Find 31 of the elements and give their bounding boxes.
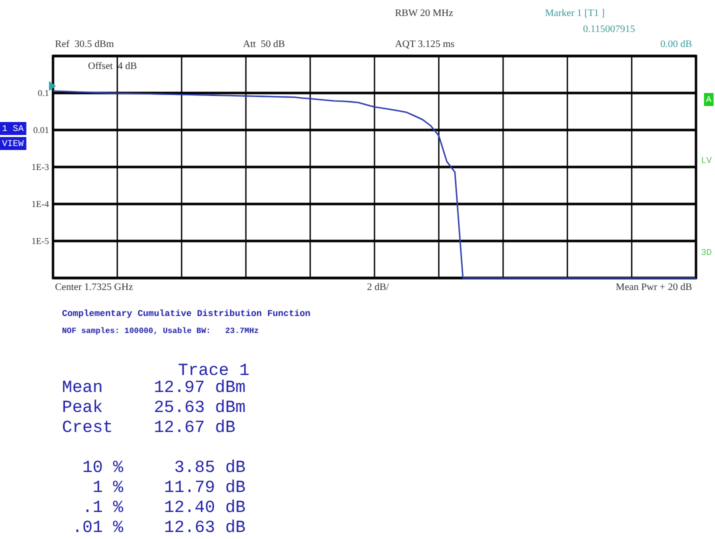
text: Peak 25.63 dBm (62, 399, 246, 418)
text: A (706, 95, 712, 105)
text: 0.00 dB (660, 39, 692, 50)
text: 1 SA (2, 124, 24, 134)
text: Ref 30.5 dBm (55, 39, 114, 50)
text: 2 dB/ (367, 282, 390, 293)
text: Complementary Cumulative Distribution Function (62, 309, 310, 319)
text: .01 % 12.63 dB (62, 519, 246, 538)
text: Marker 1 [T1 ] (545, 8, 605, 19)
y-tick-label: 1E-4 (32, 199, 50, 209)
text: 1 % 11.79 dB (62, 479, 246, 498)
text: Mean 12.97 dBm (62, 379, 246, 398)
text: NOF samples: 100000, Usable BW: 23.7MHz (62, 327, 260, 336)
text: Center 1.7325 GHz (55, 282, 134, 293)
text: VIEW (2, 139, 24, 149)
text: Trace 1 (178, 362, 250, 381)
text: .1 % 12.40 dB (62, 499, 246, 518)
text: Crest 12.67 dB (62, 419, 236, 438)
y-tick-label: 0.1 (38, 88, 49, 98)
text: RBW 20 MHz (395, 8, 454, 19)
annotation: Offset 4 dB (88, 61, 138, 72)
text: 0.115007915 (583, 24, 636, 35)
y-tick-label: 1E-5 (32, 236, 50, 246)
text: AQT 3.125 ms (395, 39, 455, 50)
text: 10 % 3.85 dB (62, 459, 246, 478)
y-tick-label: 0.01 (33, 125, 49, 135)
text: LV (701, 156, 712, 166)
text: Att 50 dB (243, 39, 286, 50)
text: 3D (701, 248, 712, 258)
y-tick-label: 1E-3 (32, 162, 50, 172)
text: Mean Pwr + 20 dB (616, 282, 692, 293)
